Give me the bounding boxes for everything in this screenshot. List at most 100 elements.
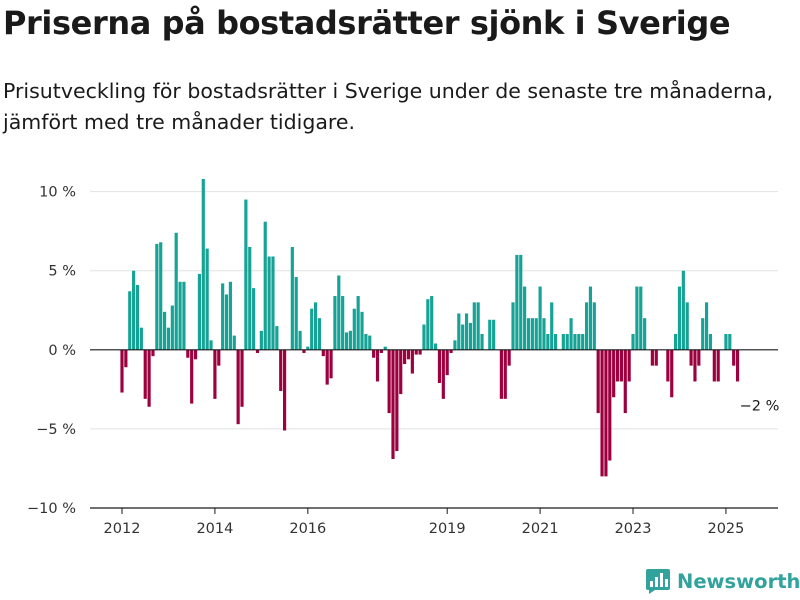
- bar: [143, 349, 147, 399]
- bar: [410, 349, 414, 374]
- bar: [135, 284, 140, 350]
- bar: [635, 286, 639, 350]
- x-tick-label: 2019: [429, 521, 466, 537]
- bar: [735, 349, 740, 382]
- bar: [433, 343, 438, 350]
- bar: [608, 349, 612, 461]
- bar: [213, 349, 217, 399]
- bar: [313, 302, 318, 350]
- bar: [507, 349, 511, 366]
- bar: [631, 334, 635, 350]
- y-tick-label: −10 %: [27, 501, 76, 517]
- y-tick-label: −5 %: [36, 422, 76, 438]
- bar: [155, 243, 159, 350]
- bar: [457, 313, 461, 350]
- bar: [422, 324, 426, 350]
- bar: [596, 349, 600, 414]
- x-tick-label: 2021: [522, 521, 559, 537]
- bar: [128, 291, 132, 350]
- bar: [240, 349, 244, 407]
- bar: [279, 349, 283, 391]
- bar: [352, 308, 356, 350]
- bar: [166, 327, 171, 350]
- bar: [302, 349, 306, 353]
- bar: [492, 319, 496, 350]
- bar: [728, 334, 732, 350]
- bar: [480, 334, 484, 350]
- bar: [159, 242, 163, 350]
- y-tick-label: 5 %: [48, 264, 76, 280]
- bar: [236, 349, 240, 425]
- bar: [120, 349, 124, 393]
- bar: [704, 302, 709, 350]
- bar: [391, 349, 395, 459]
- bar: [259, 330, 263, 350]
- bar: [228, 281, 232, 350]
- bar: [488, 319, 492, 350]
- bar: [139, 327, 143, 350]
- bar: [271, 256, 275, 350]
- bar: [201, 178, 205, 350]
- bar: [453, 340, 457, 350]
- bar: [546, 334, 550, 350]
- bar: [503, 349, 507, 399]
- bar: [581, 334, 585, 350]
- bar: [294, 277, 298, 350]
- bar: [244, 199, 248, 350]
- bar: [147, 349, 151, 407]
- bar: [530, 318, 534, 350]
- bar: [252, 288, 256, 350]
- bars: [120, 178, 740, 477]
- axes: 10 % 5 % 0 % −5 % −10 % 2012 2014 2016 2019 2021 2…: [27, 185, 779, 537]
- bar: [724, 334, 728, 350]
- bar: [561, 334, 565, 350]
- newsworthy-logo-icon: [646, 569, 670, 594]
- bar: [283, 349, 287, 431]
- bar: [375, 349, 380, 382]
- bar: [681, 270, 685, 350]
- bar: [255, 349, 260, 353]
- bar: [337, 275, 341, 350]
- bar: [569, 318, 573, 350]
- bar: [701, 318, 705, 350]
- bar: [151, 349, 155, 357]
- brand-name: Newsworthy: [677, 569, 800, 593]
- bar: [267, 256, 271, 350]
- bar: [205, 248, 209, 350]
- bar: [604, 349, 608, 477]
- bar: [584, 302, 589, 350]
- x-tick-label: 2016: [289, 521, 326, 537]
- bar: [674, 334, 678, 350]
- bar: [519, 254, 523, 350]
- bar: [526, 318, 531, 350]
- bar: [437, 349, 442, 384]
- chart-subtitle: Prisutveckling för bostadsrätter i Sveri…: [3, 79, 774, 134]
- bar: [588, 286, 593, 350]
- bar: [619, 349, 623, 382]
- bar: [197, 273, 202, 350]
- bar: [468, 322, 473, 350]
- bar: [186, 349, 190, 358]
- bar: [666, 349, 670, 382]
- bar: [697, 349, 701, 366]
- bar: [464, 313, 469, 350]
- bar: [403, 349, 407, 365]
- bar: [445, 349, 449, 376]
- y-tick-label: 10 %: [39, 185, 76, 201]
- bar: [317, 318, 322, 350]
- bar: [627, 349, 631, 382]
- bar: [372, 349, 376, 358]
- bar: [461, 324, 465, 350]
- bar: [565, 334, 569, 350]
- bar: [732, 349, 736, 366]
- bar: [348, 330, 352, 350]
- bar: [612, 349, 616, 398]
- bar: [542, 318, 546, 350]
- bar: [395, 349, 399, 452]
- bar: [360, 311, 364, 350]
- bar: [325, 349, 329, 385]
- x-tick-label: 2012: [104, 521, 141, 537]
- x-tick-label: 2025: [707, 521, 744, 537]
- bar: [182, 281, 186, 350]
- bar: [163, 311, 167, 350]
